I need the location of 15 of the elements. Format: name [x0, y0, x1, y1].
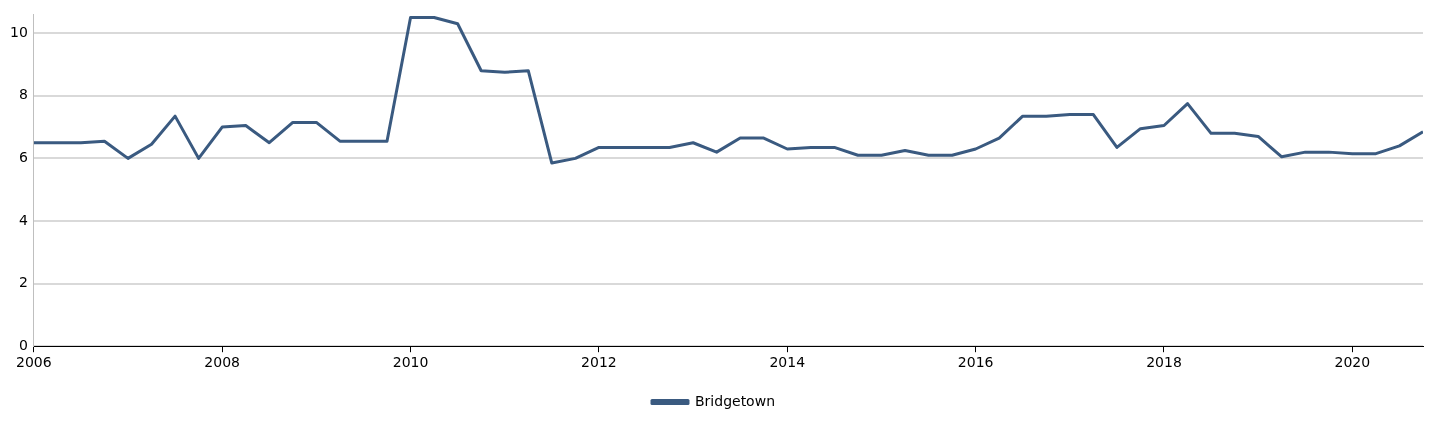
y-tick-label: 10 [9, 23, 28, 40]
x-tick-label: 2020 [1334, 354, 1371, 371]
y-tick-label: 6 [18, 149, 28, 166]
x-tick-label: 2008 [204, 354, 240, 371]
y-tick-label: 4 [18, 211, 28, 228]
x-tick-label: 2012 [581, 354, 617, 371]
legend-label: Bridgetown [694, 392, 776, 409]
y-tick-label: 0 [18, 336, 28, 353]
x-tick-label: 2018 [1146, 354, 1182, 371]
y-tick-label: 2 [18, 274, 28, 291]
x-tick-label: 2006 [15, 354, 52, 371]
x-tick-label: 2016 [957, 354, 994, 371]
x-tick-label: 2010 [392, 354, 429, 371]
x-tick-label: 2014 [769, 354, 806, 371]
y-tick-label: 8 [18, 86, 28, 103]
